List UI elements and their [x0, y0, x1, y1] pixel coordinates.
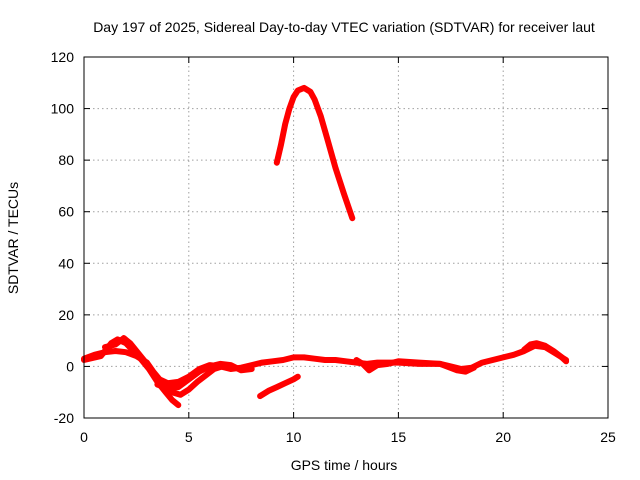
y-tick-label-5: 80: [58, 152, 74, 168]
satellite-track-end: [521, 340, 570, 365]
plot-frame: [83, 56, 609, 419]
satellite-track-main-4: [154, 360, 255, 392]
series-layer: [81, 84, 570, 409]
x-tick-label-4: 20: [495, 429, 511, 445]
satellite-track-mid: [353, 357, 477, 375]
grid-layer: [84, 57, 608, 418]
y-tick-label-2: 20: [58, 307, 74, 323]
y-axis-label: SDTVAR / TECUs: [5, 182, 21, 294]
chart-title: Day 197 of 2025, Sidereal Day-to-day VTE…: [93, 19, 595, 35]
y-tick-label-4: 60: [58, 204, 74, 220]
x-tick-label-0: 0: [80, 429, 88, 445]
x-axis-label: GPS time / hours: [291, 457, 398, 473]
x-tick-label-2: 10: [286, 429, 302, 445]
y-tick-label-1: 0: [66, 358, 74, 374]
satellite-track-low: [257, 373, 301, 400]
axes-layer: [83, 56, 609, 419]
satellite-track-high: [273, 84, 356, 222]
x-tick-label-3: 15: [391, 429, 407, 445]
y-tick-label-0: -20: [54, 410, 74, 426]
y-tick-label-3: 40: [58, 255, 74, 271]
y-tick-label-6: 100: [51, 101, 75, 117]
x-tick-label-1: 5: [185, 429, 193, 445]
y-tick-label-7: 120: [51, 49, 75, 65]
tick-layer: 0 5 10 15 20 25 -20 0 20 40 60 80 100 120: [51, 49, 616, 445]
x-tick-label-5: 25: [600, 429, 616, 445]
